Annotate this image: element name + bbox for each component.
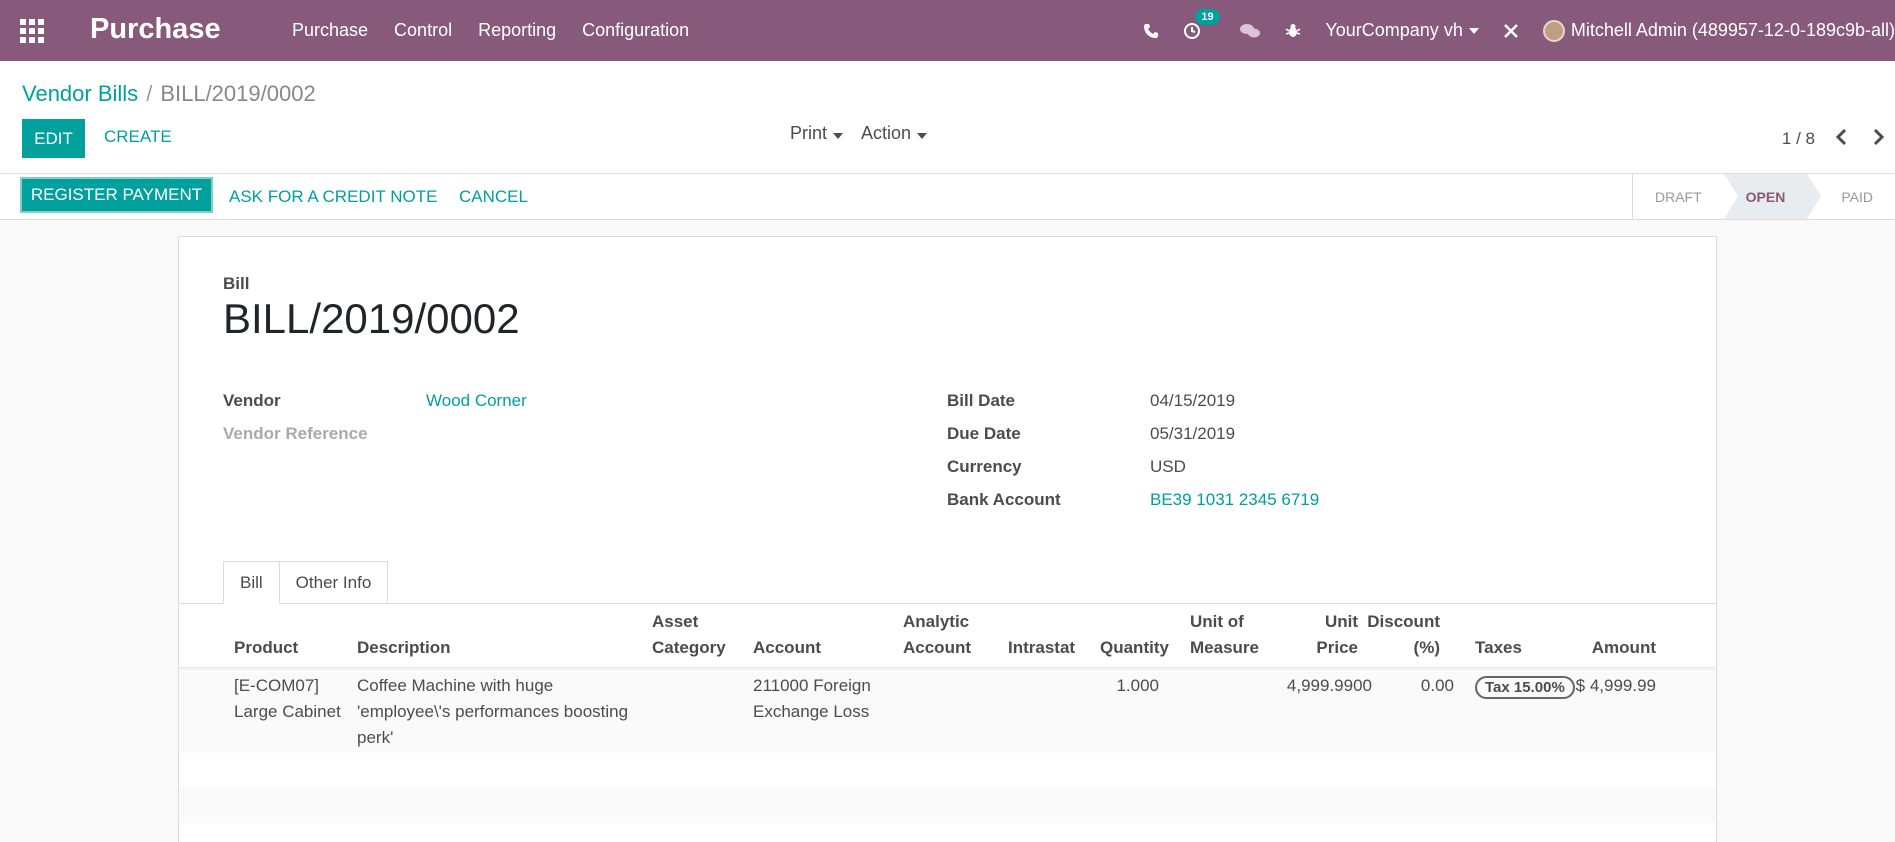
table-row-empty (179, 787, 1716, 823)
chat-icon[interactable] (1239, 23, 1261, 39)
pager-value[interactable]: 1 / 8 (1781, 129, 1815, 148)
cell-unit-price: 4,999.9900 (1286, 676, 1372, 695)
action-dropdown[interactable]: Action (861, 123, 928, 144)
due-date-label: Due Date (947, 424, 1021, 443)
cell-description-line3: perk' (357, 728, 394, 747)
col-description[interactable]: Description (357, 638, 451, 657)
create-button[interactable]: Create (104, 127, 172, 146)
col-quantity[interactable]: Quantity (1100, 638, 1169, 657)
due-date-value: 05/31/2019 (1150, 424, 1236, 443)
print-label: Print (790, 123, 828, 143)
tools-icon[interactable] (1503, 23, 1519, 39)
stage-open[interactable]: Open (1723, 174, 1821, 219)
systray: 19 YourCompany vh Mitchell Admin (489957… (1143, 0, 1895, 61)
control-panel: Vendor Bills / BILL/2019/0002 Edit Create … (0, 61, 1895, 174)
apps-menu-icon[interactable] (20, 19, 44, 43)
vendor-reference-label: Vendor Reference (223, 424, 368, 443)
cell-description-line1: Coffee Machine with huge (357, 676, 554, 695)
status-bar: Register Payment Ask for a Credit Note C… (0, 174, 1895, 220)
cell-amount: $ 4,999.99 (1575, 676, 1656, 695)
user-menu[interactable]: Mitchell Admin (489957-12-0-189c9b-all) (1542, 19, 1895, 42)
register-payment-button[interactable]: Register Payment (20, 177, 213, 213)
chevron-down-icon (917, 133, 928, 139)
top-navbar: Purchase Purchase Control Reporting Conf… (0, 0, 1895, 61)
tab-bill[interactable]: Bill (223, 561, 280, 604)
debug-bug-icon[interactable] (1285, 23, 1301, 39)
avatar (1542, 19, 1565, 42)
col-product[interactable]: Product (234, 638, 299, 657)
chevron-down-icon (1468, 27, 1479, 34)
bank-account-link[interactable]: BE39 1031 2345 6719 (1150, 490, 1320, 509)
notebook-tabs: Bill Other Info (223, 561, 389, 604)
cell-account-line1: 211000 Foreign (753, 676, 871, 695)
activity-count-badge: 19 (1195, 8, 1220, 25)
cell-description-line2: 'employee\'s performances boosting (357, 702, 629, 721)
cancel-button[interactable]: Cancel (459, 187, 528, 206)
chevron-right-icon[interactable] (1873, 126, 1885, 152)
vendor-label: Vendor (223, 391, 281, 410)
col-discount-line2[interactable]: (%) (1413, 638, 1440, 657)
breadcrumb-separator: / (146, 81, 153, 106)
col-uom-line1[interactable]: Unit of (1190, 612, 1244, 631)
activity-clock-icon[interactable]: 19 (1183, 8, 1220, 40)
cell-product-line2: Large Cabinet (234, 702, 341, 721)
menu-purchase[interactable]: Purchase (292, 20, 369, 40)
col-asset-category-line2[interactable]: Category (652, 638, 726, 657)
breadcrumb: Vendor Bills / BILL/2019/0002 (22, 81, 316, 107)
phone-icon[interactable] (1143, 23, 1159, 39)
col-analytic-line2[interactable]: Account (903, 638, 971, 657)
stage-paid[interactable]: Paid (1841, 188, 1873, 205)
form-sheet: Bill BILL/2019/0002 Vendor Wood Corner V… (178, 236, 1717, 842)
action-label: Action (861, 123, 912, 143)
edit-button[interactable]: Edit (22, 119, 85, 158)
currency-label: Currency (947, 457, 1022, 476)
document-type-label: Bill (223, 274, 250, 293)
col-uom-line2[interactable]: Measure (1190, 638, 1259, 657)
table-row[interactable] (179, 669, 1716, 753)
credit-note-button[interactable]: Ask for a Credit Note (229, 187, 438, 206)
col-taxes[interactable]: Taxes (1475, 638, 1522, 657)
document-title: BILL/2019/0002 (223, 295, 520, 342)
cell-quantity: 1.000 (1116, 676, 1159, 695)
status-stages: Draft Open Paid (1632, 174, 1895, 219)
col-amount[interactable]: Amount (1591, 638, 1656, 657)
menu-configuration[interactable]: Configuration (582, 20, 690, 40)
col-unit-price-line2[interactable]: Price (1316, 638, 1358, 657)
stage-draft[interactable]: Draft (1655, 188, 1702, 205)
table-header-shadow (179, 667, 1716, 672)
menu-reporting[interactable]: Reporting (478, 20, 557, 40)
print-dropdown[interactable]: Print (790, 123, 844, 144)
cell-account-line2: Exchange Loss (753, 702, 870, 721)
bank-account-label: Bank Account (947, 490, 1061, 509)
company-switcher[interactable]: YourCompany vh (1325, 20, 1479, 41)
cell-product-line1: [E-COM07] (234, 676, 320, 695)
col-intrastat[interactable]: Intrastat (1008, 638, 1076, 657)
currency-value: USD (1150, 457, 1186, 476)
main-menu: Purchase Control Reporting Configuration (292, 20, 689, 41)
col-account[interactable]: Account (753, 638, 821, 657)
col-discount-line1[interactable]: Discount (1367, 612, 1440, 631)
breadcrumb-current: BILL/2019/0002 (160, 81, 316, 106)
tab-other-info[interactable]: Other Info (279, 561, 389, 604)
user-name: Mitchell Admin (489957-12-0-189c9b-all) (1570, 20, 1895, 40)
vendor-link[interactable]: Wood Corner (426, 391, 527, 410)
company-name: YourCompany vh (1325, 20, 1463, 40)
chevron-down-icon (833, 133, 844, 139)
col-asset-category-line1[interactable]: Asset (652, 612, 699, 631)
tab-divider (179, 603, 1716, 604)
app-brand[interactable]: Purchase (90, 13, 221, 45)
tax-badge: Tax 15.00% (1475, 676, 1575, 699)
breadcrumb-vendor-bills[interactable]: Vendor Bills (22, 81, 139, 106)
bill-date-label: Bill Date (947, 391, 1016, 410)
bill-date-value: 04/15/2019 (1150, 391, 1236, 410)
cell-discount: 0.00 (1420, 676, 1454, 695)
menu-control[interactable]: Control (394, 20, 453, 40)
col-unit-price-line1[interactable]: Unit (1324, 612, 1358, 631)
chevron-left-icon[interactable] (1835, 126, 1847, 152)
col-analytic-line1[interactable]: Analytic (903, 612, 970, 631)
